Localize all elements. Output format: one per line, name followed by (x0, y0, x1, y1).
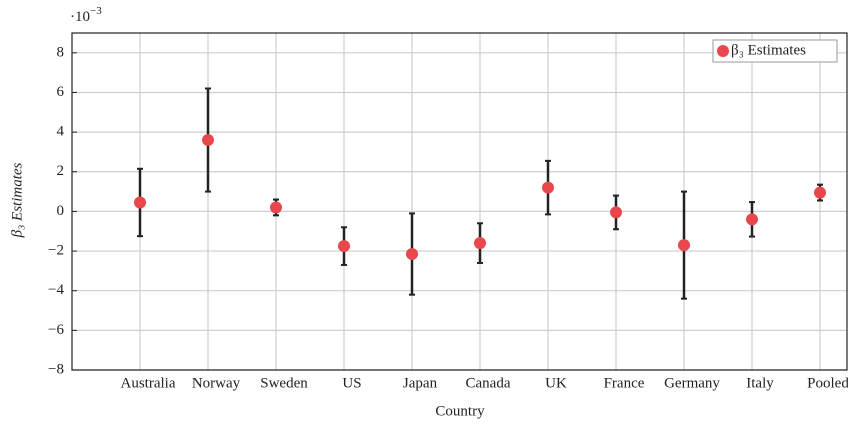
y-tick-label: −4 (48, 282, 64, 298)
y-tick-label: −8 (48, 361, 64, 377)
legend-box (712, 39, 838, 63)
y-tick-label: −2 (48, 242, 64, 258)
point (746, 213, 758, 226)
point (814, 186, 826, 199)
y-multiplier: ·10−3 (70, 5, 102, 26)
grid (72, 33, 847, 371)
x-tick-label: Canada (466, 375, 511, 391)
y-tick-label: 4 (57, 124, 65, 140)
y-multiplier-exponent: −3 (90, 5, 102, 17)
y-tick-label: 0 (57, 203, 65, 219)
point (270, 201, 282, 214)
x-tick-label: US (342, 375, 361, 391)
x-tick-label: France (604, 375, 645, 391)
y-tick-label: 2 (57, 163, 65, 179)
plot-frame (71, 32, 848, 371)
y-tick-label: 6 (57, 84, 65, 100)
x-tick-label: Sweden (260, 375, 308, 391)
x-tick-label: Norway (192, 375, 241, 391)
x-tick-label: Japan (403, 375, 438, 391)
y-tick-label: 8 (57, 44, 65, 60)
legend: β₃ Estimates (712, 39, 838, 63)
x-tick-label: Pooled (807, 375, 848, 391)
point (542, 181, 554, 194)
x-tick-label: Italy (746, 375, 774, 391)
y-axis-label: β₃ Estimates (9, 162, 25, 238)
point (134, 196, 146, 209)
x-tick-label: Australia (121, 375, 176, 391)
x-tick-label: Germany (664, 375, 720, 391)
y-tick-label: −6 (48, 322, 64, 338)
legend-marker (717, 45, 729, 57)
point (474, 237, 486, 250)
point (338, 240, 350, 253)
x-axis-label: Country (435, 403, 485, 419)
legend-label: β₃ Estimates (731, 42, 806, 58)
point (610, 206, 622, 219)
point (406, 248, 418, 261)
x-tick-label: UK (545, 375, 567, 391)
y-multiplier-base: ·10 (70, 9, 90, 25)
point (678, 239, 690, 252)
point (202, 134, 214, 147)
